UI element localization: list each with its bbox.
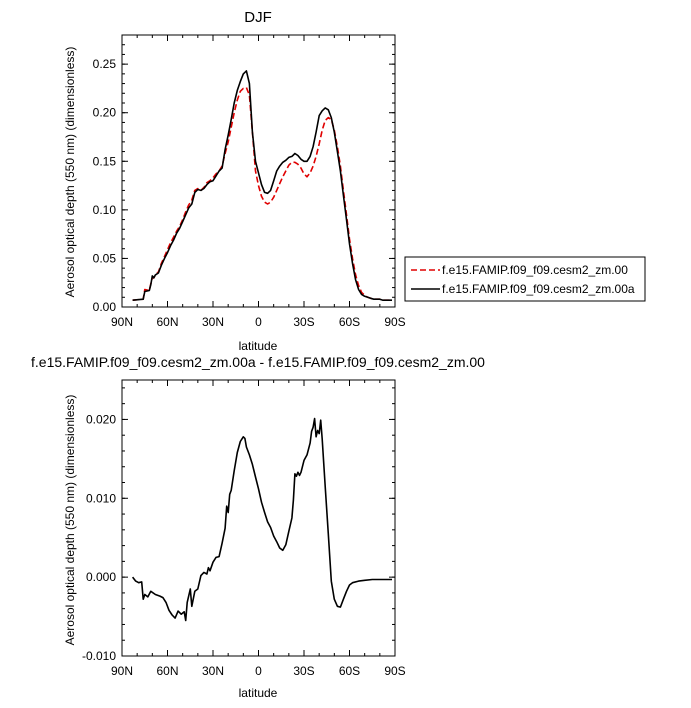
x-tick-label: 90N: [111, 664, 133, 678]
x-tick-label: 0: [255, 315, 262, 329]
top-panel: DJF 90N 60N 30N 0 30S 60S 90S 0.00 0.05 0.10 0.15 0…: [63, 9, 406, 353]
difference-chart-title: f.e15.FAMIP.f09_f09.cesm2_zm.00a - f.e15…: [31, 354, 485, 370]
bottom-panel: f.e15.FAMIP.f09_f09.cesm2_zm.00a - f.e15…: [31, 354, 485, 700]
y-tick-label: 0.15: [93, 154, 117, 168]
x-tick-label: 30S: [293, 315, 314, 329]
legend-label-series-2: f.e15.FAMIP.f09_f09.cesm2_zm.00a: [442, 282, 635, 296]
x-tick-label: 60S: [339, 315, 360, 329]
chart-title: DJF: [244, 9, 272, 26]
x-tick-label: 90S: [384, 315, 405, 329]
x-tick-label: 30S: [293, 664, 314, 678]
series-line-1: [132, 86, 392, 302]
series-group: [132, 70, 392, 302]
y-tick-label: -0.010: [82, 649, 116, 663]
x-tick-label: 60S: [339, 664, 360, 678]
legend-label-series-1: f.e15.FAMIP.f09_f09.cesm2_zm.00: [442, 263, 628, 277]
x-tick-label: 0: [255, 664, 262, 678]
y-tick-label: 0.010: [86, 491, 116, 505]
x-tick-label: 30N: [202, 315, 224, 329]
y-tick-label: 0.25: [93, 57, 117, 71]
x-tick-label: 60N: [156, 315, 178, 329]
axes-group: 90N 60N 30N 0 30S 60S 90S 0.00 0.05 0.10 0.15 0.20 0…: [93, 34, 406, 329]
plot-frame: [121, 379, 396, 657]
axes-group: 90N 60N 30N 0 30S 60S 90S -0.010 0.000 0.010 0.020: [82, 380, 406, 678]
y-tick-label: 0.000: [86, 570, 116, 584]
y-axis-label: Aerosol optical depth (550 nm) (dimensio…: [63, 47, 77, 298]
y-axis-label: Aerosol optical depth (550 nm) (dimensio…: [63, 395, 77, 646]
x-tick-label: 90S: [384, 664, 405, 678]
series-line-1: [131, 417, 392, 622]
y-tick-label: 0.10: [93, 203, 117, 217]
series-group: [131, 417, 392, 622]
x-tick-label: 60N: [156, 664, 178, 678]
series-line-2: [132, 70, 392, 302]
x-tick-label: 30N: [202, 664, 224, 678]
legend: f.e15.FAMIP.f09_f09.cesm2_zm.00 f.e15.FA…: [404, 256, 646, 302]
x-tick-label: 90N: [111, 315, 133, 329]
plot-area: [121, 379, 396, 657]
y-tick-label: 0.05: [93, 251, 117, 265]
x-axis-label: latitude: [239, 339, 278, 353]
legend-box: [404, 256, 646, 302]
y-tick-label: 0.00: [93, 300, 117, 314]
y-tick-label: 0.020: [86, 412, 116, 426]
x-axis-label: latitude: [239, 686, 278, 700]
y-tick-label: 0.20: [93, 106, 117, 120]
